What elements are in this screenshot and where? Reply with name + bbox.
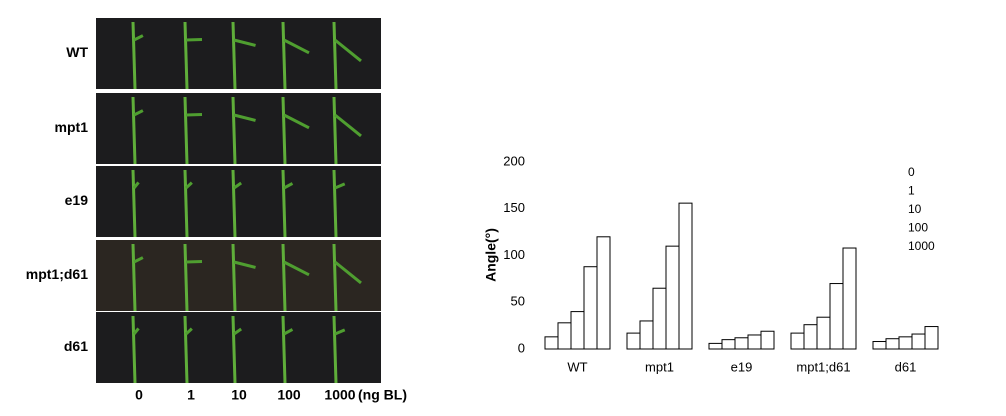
seedling-stem xyxy=(334,22,336,89)
seedling-stem xyxy=(334,316,336,383)
bar xyxy=(843,248,856,349)
row-label: e19 xyxy=(65,192,89,208)
bar xyxy=(584,267,597,349)
unit-label: (ng BL) xyxy=(358,387,407,403)
seedling-stem xyxy=(283,316,285,383)
bar xyxy=(886,339,899,349)
bar xyxy=(873,342,886,349)
y-tick-label: 100 xyxy=(503,247,525,262)
column-label: 1000 xyxy=(324,387,355,403)
row-label: mpt1 xyxy=(55,119,89,135)
bar xyxy=(653,288,666,349)
seedling-stem xyxy=(283,97,285,164)
seedling-stem xyxy=(185,244,187,311)
bar xyxy=(666,246,679,349)
bar xyxy=(748,335,761,349)
seedling-stem xyxy=(233,316,235,383)
seedling-stem xyxy=(283,244,285,311)
photo-row xyxy=(96,240,381,311)
photo-row xyxy=(96,166,381,237)
bar xyxy=(791,333,804,349)
seedling-stem xyxy=(133,170,135,237)
seedling-stem xyxy=(133,22,135,89)
column-label: 10 xyxy=(231,387,247,403)
bar xyxy=(817,317,830,349)
bar xyxy=(899,337,912,349)
seedling-stem xyxy=(185,97,187,164)
photo-row xyxy=(96,93,381,164)
legend-label: 100 xyxy=(908,221,928,235)
legend-label: 1000 xyxy=(908,239,935,253)
legend-swatch xyxy=(895,242,904,251)
bar xyxy=(679,203,692,349)
legend-label: 10 xyxy=(908,202,922,216)
bar xyxy=(804,325,817,349)
bar xyxy=(912,334,925,349)
legend-label: 1 xyxy=(908,184,915,198)
legend-swatch xyxy=(895,187,904,196)
bar xyxy=(640,321,653,349)
y-axis-label: Angle(°) xyxy=(483,228,499,282)
bar xyxy=(830,284,843,349)
seedling-stem xyxy=(133,97,135,164)
seedling-stem xyxy=(133,316,135,383)
seedling-stem xyxy=(233,22,235,89)
seedling-stem xyxy=(283,22,285,89)
seedling-stem xyxy=(334,97,336,164)
legend-label: 0 xyxy=(908,165,915,179)
legend-swatch xyxy=(895,168,904,177)
x-tick-label: mpt1 xyxy=(645,359,674,374)
seedling-stem xyxy=(233,244,235,311)
bar xyxy=(761,331,774,349)
bar xyxy=(571,312,584,349)
y-tick-label: 200 xyxy=(503,153,525,168)
seedling-stem xyxy=(233,97,235,164)
x-tick-label: d61 xyxy=(895,359,917,374)
seedling-stem xyxy=(334,170,336,237)
bar xyxy=(735,338,748,349)
bar xyxy=(722,340,735,349)
bar xyxy=(597,237,610,349)
seedling-stem xyxy=(185,316,187,383)
x-tick-label: e19 xyxy=(731,359,753,374)
column-label: 0 xyxy=(135,387,143,403)
row-label: WT xyxy=(66,44,88,60)
column-label: 1 xyxy=(187,387,195,403)
seedling-stem xyxy=(283,170,285,237)
photo-row xyxy=(96,18,381,89)
y-tick-label: 50 xyxy=(511,294,525,309)
bar xyxy=(558,323,571,349)
bar xyxy=(627,333,640,349)
bar xyxy=(545,337,558,349)
x-tick-label: mpt1;d61 xyxy=(796,359,850,374)
y-tick-label: 0 xyxy=(518,340,525,355)
y-tick-label: 150 xyxy=(503,200,525,215)
x-tick-label: WT xyxy=(567,359,587,374)
legend-swatch xyxy=(895,224,904,233)
row-label: mpt1;d61 xyxy=(26,266,88,282)
row-label: d61 xyxy=(64,338,88,354)
seedling-stem xyxy=(233,170,235,237)
seedling-stem xyxy=(185,170,187,237)
bar xyxy=(709,343,722,349)
bar xyxy=(925,327,938,349)
seedling-stem xyxy=(185,22,187,89)
seedling-stem xyxy=(133,244,135,311)
column-label: 100 xyxy=(277,387,301,403)
legend-swatch xyxy=(895,205,904,214)
photo-row xyxy=(96,312,381,383)
seedling-stem xyxy=(334,244,336,311)
